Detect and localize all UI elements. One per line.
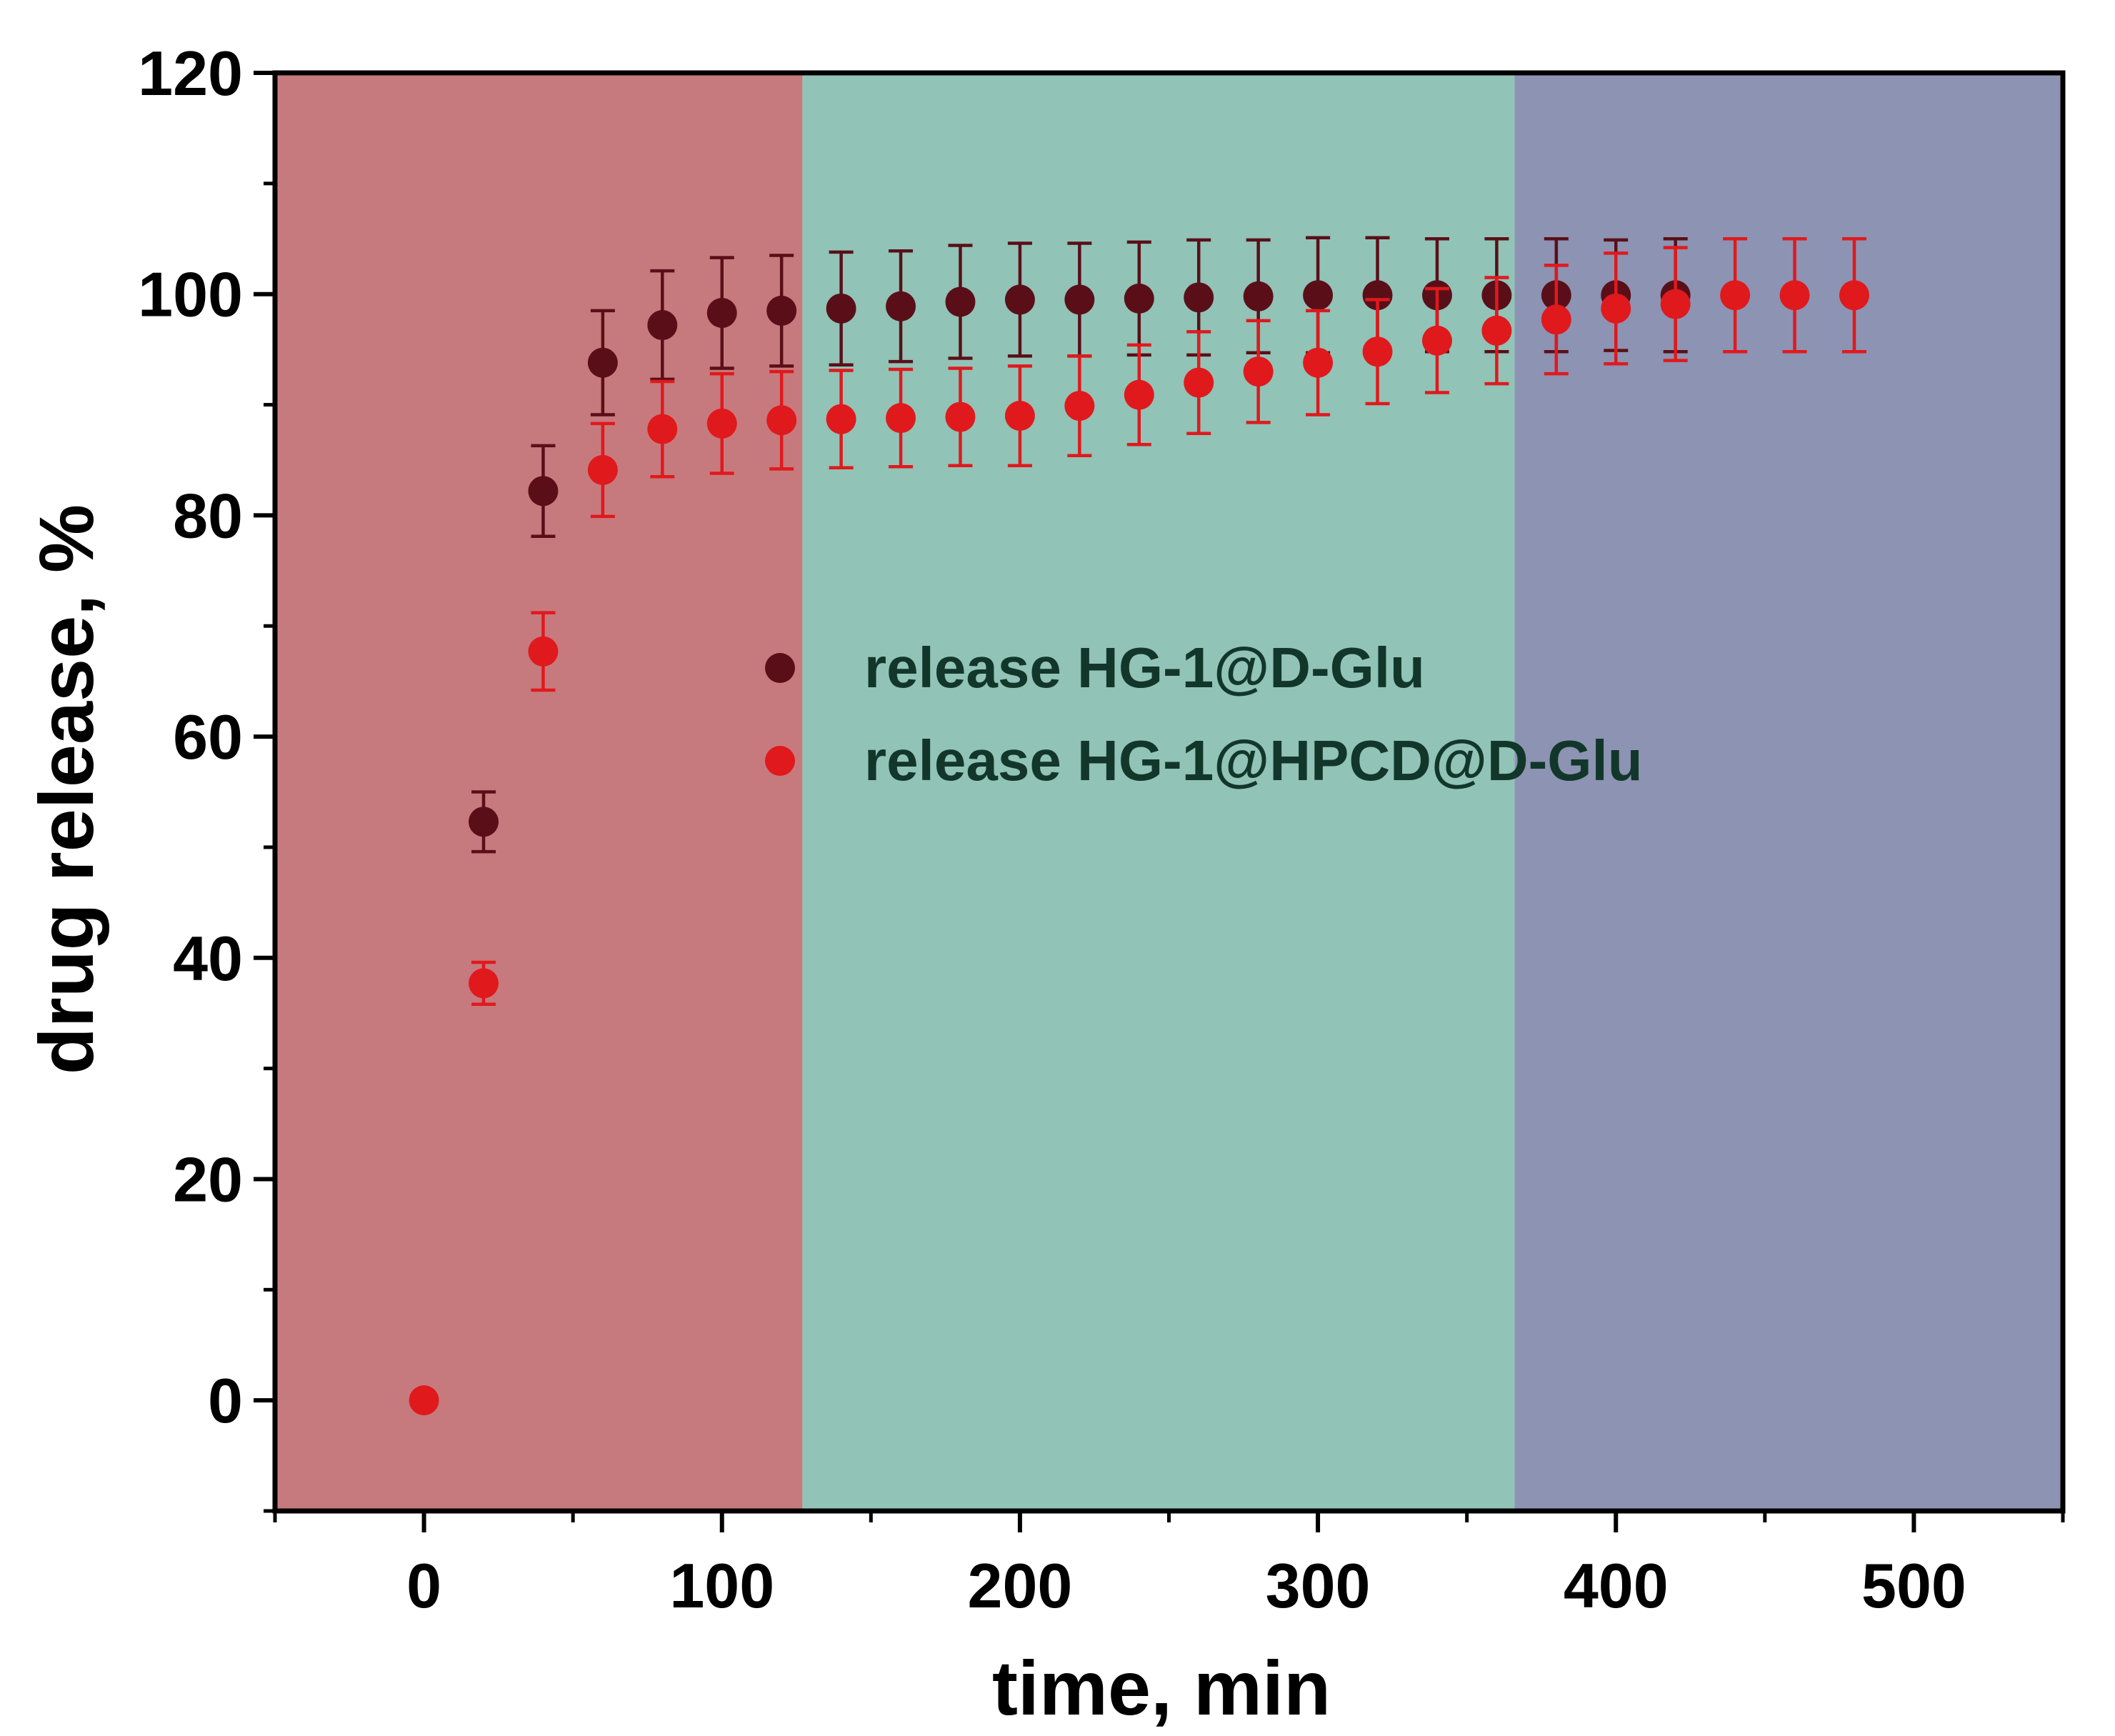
y-tick-label: 40 (173, 923, 243, 994)
data-point (1303, 347, 1334, 378)
legend-label-hg1-dglu: release HG-1@D-Glu (864, 636, 1425, 699)
data-point (587, 347, 618, 378)
data-point (1243, 356, 1274, 387)
data-point (469, 807, 499, 837)
legend-marker-hg1-hpcd-dglu (765, 746, 795, 776)
data-point (1541, 304, 1571, 335)
x-tick-label: 300 (1266, 1550, 1371, 1621)
y-tick-label: 20 (173, 1144, 243, 1214)
data-point (1064, 284, 1095, 315)
data-point (1421, 325, 1452, 356)
x-axis: 0 100 200 300 400 500 (273, 1511, 2065, 1621)
y-tick-label: 60 (173, 702, 243, 772)
data-point (647, 310, 678, 341)
data-point (1601, 293, 1631, 324)
x-tick-label: 200 (968, 1550, 1073, 1621)
data-point (1362, 280, 1393, 311)
y-axis-title: drug release, % (23, 504, 109, 1074)
data-point (706, 298, 737, 329)
data-point (1362, 336, 1393, 367)
background-band-1 (802, 73, 1515, 1511)
data-point (1779, 280, 1810, 311)
data-point (1481, 315, 1512, 346)
series-1 (409, 237, 1869, 1416)
data-point (826, 293, 856, 324)
legend-marker-hg1-dglu (765, 653, 795, 683)
x-axis-title: time, min (992, 1645, 1331, 1731)
data-point (766, 405, 797, 436)
data-point (766, 295, 797, 326)
data-point (945, 401, 976, 432)
x-tick-label: 500 (1861, 1550, 1966, 1621)
data-point (1720, 280, 1751, 311)
data-point (1124, 379, 1154, 410)
data-point (1660, 289, 1691, 319)
data-point (647, 414, 678, 444)
legend: release HG-1@D-Glu release HG-1@HPCD@D-G… (765, 636, 1643, 792)
data-point (1303, 280, 1334, 311)
data-point (1839, 280, 1869, 311)
data-point (1004, 284, 1035, 315)
legend-label-hg1-hpcd-dglu: release HG-1@HPCD@D-Glu (864, 729, 1643, 792)
x-tick-label: 400 (1564, 1550, 1669, 1621)
data-point (1004, 401, 1035, 431)
y-tick-label: 0 (208, 1365, 243, 1436)
data-point (1064, 391, 1095, 421)
data-point (1184, 367, 1214, 398)
data-point (886, 291, 916, 321)
y-axis: 0 20 40 60 80 100 120 (138, 38, 275, 1513)
series-layer (409, 236, 1869, 1416)
data-point (1184, 282, 1214, 313)
data-point (886, 403, 916, 434)
data-point (528, 476, 559, 507)
y-tick-label: 100 (138, 259, 243, 330)
x-tick-label: 100 (669, 1550, 774, 1621)
data-point (409, 1385, 439, 1416)
y-tick-label: 80 (173, 480, 243, 551)
data-point (587, 454, 618, 485)
y-tick-label: 120 (138, 38, 243, 109)
data-point (1243, 281, 1274, 311)
x-tick-label: 0 (406, 1550, 441, 1621)
data-point (528, 636, 559, 667)
data-point (826, 404, 856, 434)
data-point (1124, 283, 1154, 314)
data-point (945, 286, 976, 317)
data-point (469, 968, 499, 999)
data-point (706, 408, 737, 439)
